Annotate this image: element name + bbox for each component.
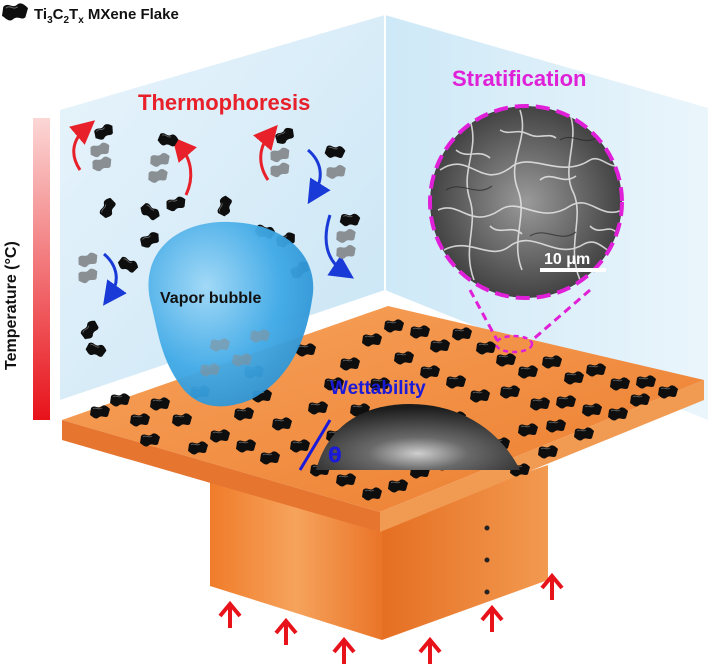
wettability-label: Wettability [330,378,426,399]
legend-flake: Ti3C2Tx MXene Flake [1,2,179,26]
temperature-gradient-bar [33,118,50,420]
legend-t: T [69,6,78,23]
legend-rest: MXene Flake [84,6,179,23]
heater-box-dots [484,525,490,595]
blue-down-arrow-2 [102,252,127,306]
callout-line-1 [468,289,499,341]
callout-line-2 [529,288,591,344]
heat-arrow-1 [218,600,242,628]
red-up-arrow-1 [69,120,96,171]
contact-angle-theta: θ [328,443,342,467]
legend-c: C [53,6,64,23]
heating-plate-front-edge [62,420,380,532]
water-droplet [316,404,520,470]
sem-magnified-circle [428,104,624,300]
thermophoresis-label: Thermophoresis [138,90,310,115]
heat-arrow-5 [480,604,504,632]
legend-sub-2: 2 [63,15,69,26]
blue-down-arrow-1 [306,148,331,205]
thermophoresis-arrows [69,120,354,306]
heat-arrows [218,572,564,664]
sem-micrograph [430,106,622,298]
heat-arrow-4 [418,636,442,664]
svg-text:Ti3C2Tx MXene Flake: Ti3C2Tx MXene Flake [34,6,179,26]
blue-down-arrow-3 [324,214,354,279]
heat-arrow-6 [540,572,564,600]
mxene-flake-icon [1,2,29,22]
callout-target [494,334,534,354]
scale-bar-label: 10 μm [544,251,590,268]
heat-arrow-2 [274,617,298,645]
vapor-bubble-label: Vapor bubble [160,290,261,307]
stratification-label: Stratification [452,66,586,91]
heat-arrow-3 [332,636,356,664]
temperature-axis-label: Temperature (°C) [3,241,20,370]
legend-ti: Ti [34,6,47,23]
red-up-arrow-2 [172,136,197,196]
contact-angle-line [298,419,332,471]
legend-sub-x: x [78,15,84,26]
vapor-bubble [148,221,314,407]
legend-sub-3: 3 [47,15,53,26]
red-up-arrow-3 [253,124,278,181]
